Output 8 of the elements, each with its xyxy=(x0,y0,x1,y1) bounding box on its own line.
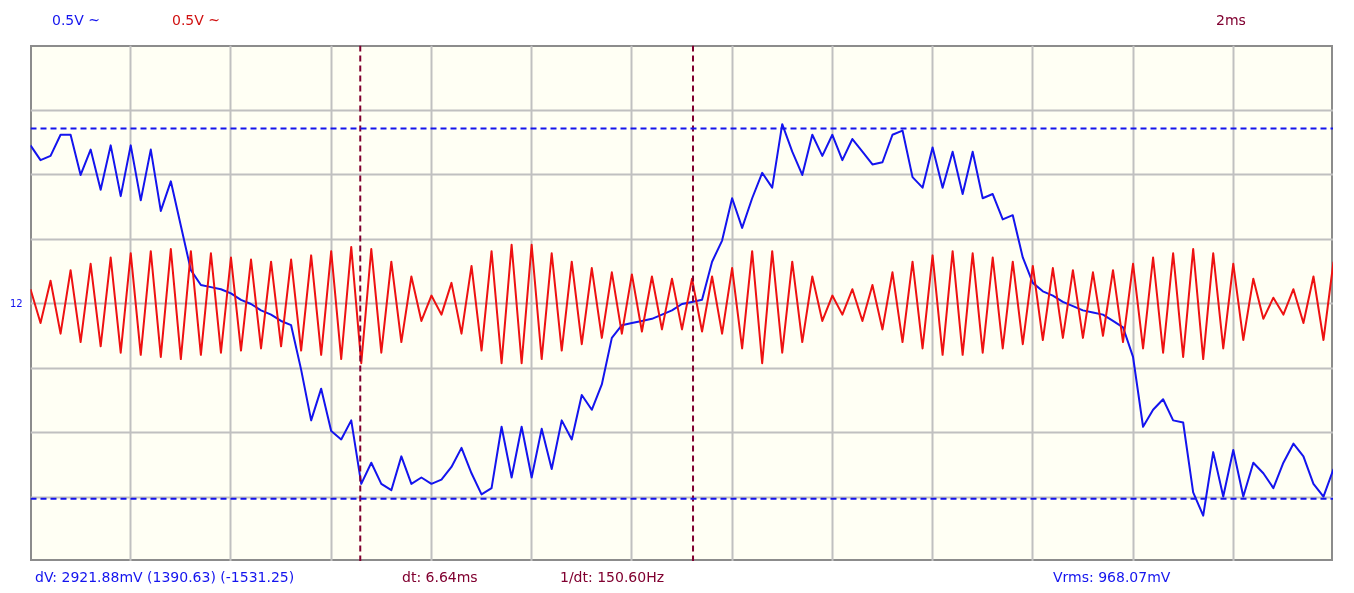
text: Vrms: 968.07mV xyxy=(1053,568,1171,587)
text: dt: 6.64ms xyxy=(402,568,478,587)
text: 2ms xyxy=(1216,11,1246,30)
text: 12 xyxy=(10,297,23,311)
text: 0.5V ~ xyxy=(172,11,221,30)
text: dV: 2921.88mV (1390.63) (-1531.25) xyxy=(35,568,295,587)
text: 0.5V ~ xyxy=(52,11,101,30)
text: 1/dt: 150.60Hz xyxy=(560,568,665,587)
